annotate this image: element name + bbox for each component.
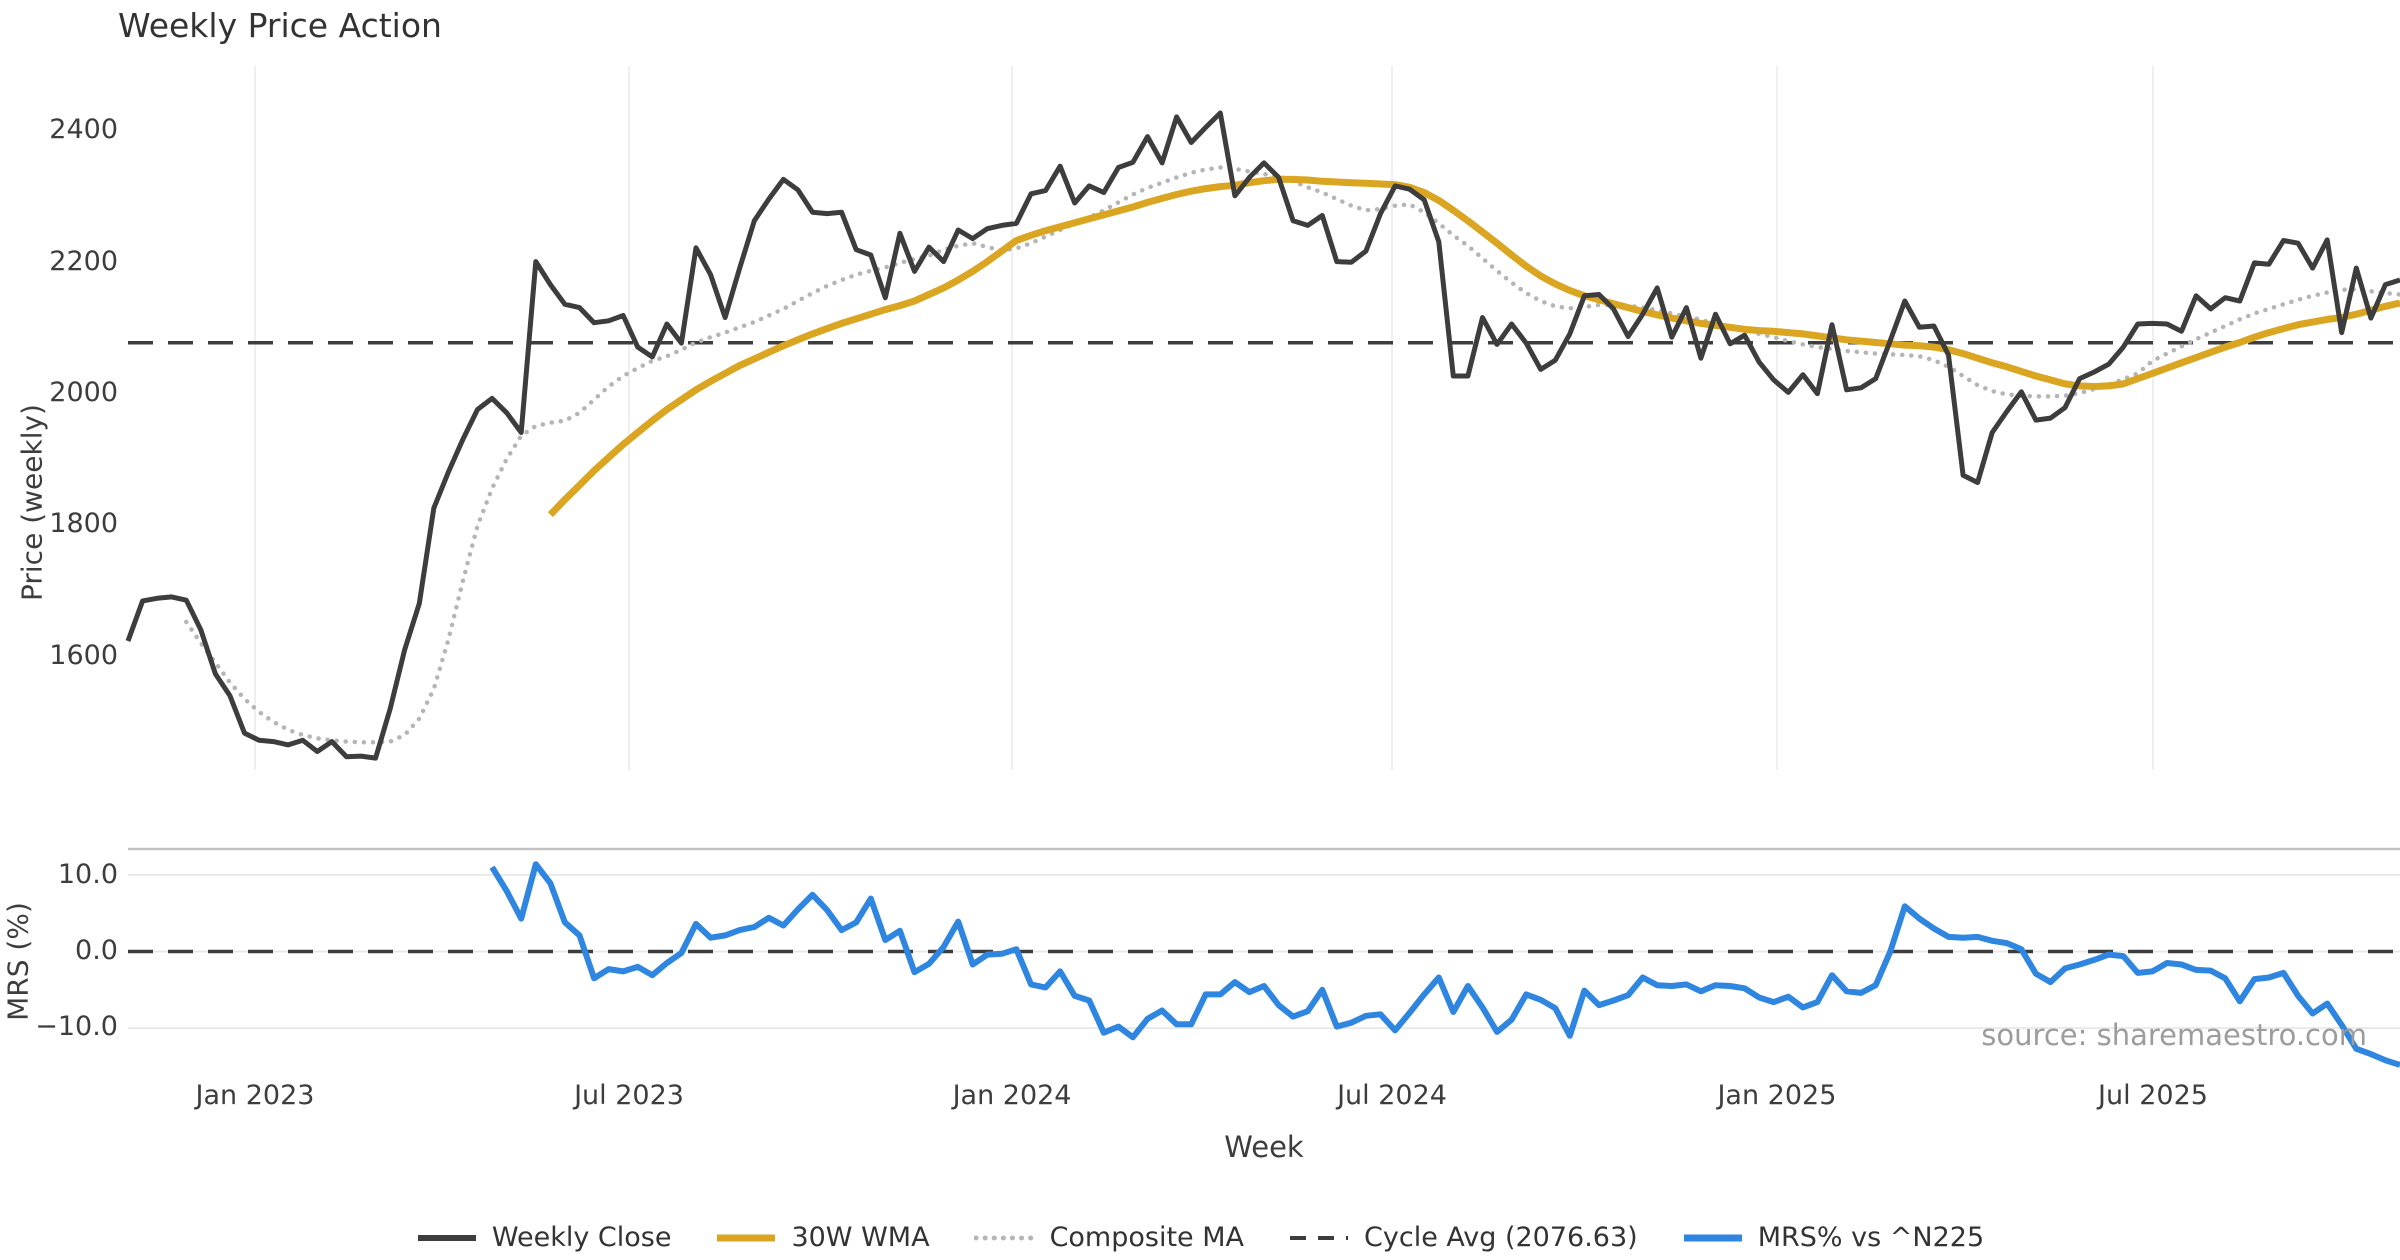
mrs-ytick-10: 10.0 [57,859,118,890]
chart-title: Weekly Price Action [118,6,442,45]
x-tick-jul-2023: Jul 2023 [574,1080,684,1111]
price-ytick-2000: 2000 [49,377,118,408]
legend-label: Cycle Avg (2076.63) [1364,1222,1638,1253]
legend-label: Weekly Close [491,1222,672,1253]
legend-item-composite-ma: Composite MA [973,1222,1245,1253]
x-tick-jul-2025: Jul 2025 [2098,1080,2208,1111]
legend-label: Composite MA [1049,1222,1245,1253]
legend: Weekly Close 30W WMA Composite MA Cycle … [0,1222,2400,1253]
legend-item-cycle-avg: Cycle Avg (2076.63) [1288,1222,1638,1253]
cycle-avg-dashed-swatch-icon [1290,1235,1349,1240]
composite-ma-dotted-swatch-icon [973,1235,1036,1240]
x-tick-jan-2023: Jan 2023 [195,1080,315,1111]
x-axis-label: Week [1224,1130,1304,1164]
price-ytick-1800: 1800 [49,508,118,539]
mrs-ytick-m10: −10.0 [35,1011,118,1042]
legend-item-30w-wma: 30W WMA [715,1222,930,1253]
price-ytick-2400: 2400 [49,114,118,145]
price-ytick-2200: 2200 [49,246,118,277]
legend-label: MRS% vs ^N225 [1757,1222,1985,1253]
x-tick-jan-2024: Jan 2024 [952,1080,1072,1111]
price-ytick-1600: 1600 [49,640,118,671]
mrs-line-swatch-icon [1683,1234,1742,1241]
weekly-close-line-swatch-icon [417,1234,476,1241]
source-note: source: sharemaestro.com [1981,1018,2367,1052]
legend-item-mrs: MRS% vs ^N225 [1682,1222,1984,1253]
mrs-ytick-0: 0.0 [75,935,118,966]
legend-item-weekly-close: Weekly Close [416,1222,672,1253]
legend-label: 30W WMA [791,1222,930,1253]
wma-line-swatch-icon [717,1234,776,1241]
x-tick-jan-2025: Jan 2025 [1717,1080,1837,1111]
x-tick-jul-2024: Jul 2024 [1337,1080,1447,1111]
